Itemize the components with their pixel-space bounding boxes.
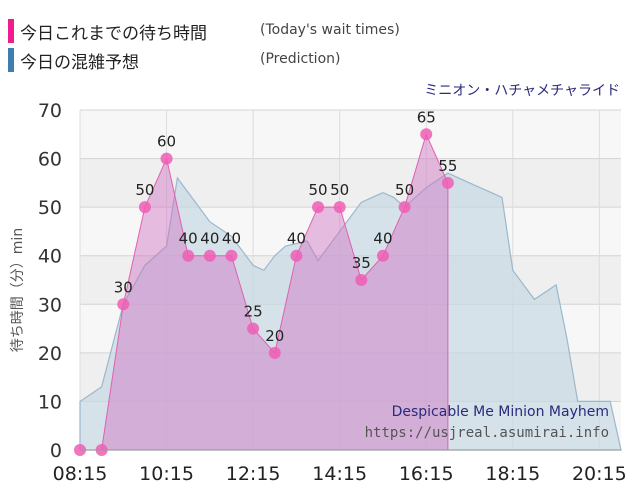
today-point [398,201,411,214]
today-point [117,298,130,311]
today-data-label: 40 [373,230,392,248]
legend-today: 今日これまでの待ち時間 [8,18,207,44]
today-data-label: 40 [222,230,241,248]
plot-band [80,110,621,159]
x-tick-label: 16:15 [399,463,454,485]
today-point [203,249,216,262]
today-data-label: 35 [352,254,371,272]
today-data-label: 50 [135,181,154,199]
today-data-label: 50 [330,181,349,199]
legend-prediction-label: 今日の混雑予想 [20,52,139,73]
today-point [290,249,303,262]
y-tick-label: 50 [38,197,62,219]
today-data-label: 65 [417,108,436,126]
today-data-label: 40 [179,230,198,248]
legend-prediction-note: (Prediction) [260,51,341,67]
today-data-label: 60 [157,133,176,151]
today-data-label: 20 [265,327,284,345]
y-tick-label: 60 [38,149,62,171]
today-data-label: 50 [308,181,327,199]
today-data-label: 30 [114,278,133,296]
y-tick-label: 10 [38,391,62,413]
today-point [420,128,433,141]
legend-prediction-swatch [8,48,14,72]
today-point [138,201,151,214]
today-point [182,249,195,262]
x-tick-label: 08:15 [53,463,108,485]
plot-band [80,158,621,208]
legend-today-label: 今日これまでの待ち時間 [20,23,207,44]
today-point [441,176,454,189]
today-point [312,201,325,214]
y-tick-label: 40 [38,246,62,268]
legend-today-swatch [8,19,14,43]
prediction-area [79,172,622,451]
x-tick-label: 18:15 [485,463,540,485]
today-point [268,346,281,359]
x-tick-label: 10:15 [139,463,194,485]
watermark-url: https://usjreal.asumirai.info [365,425,609,441]
today-point [333,201,346,214]
today-area [80,132,449,451]
y-tick-label: 20 [38,343,62,365]
today-point [376,249,389,262]
today-data-label: 25 [244,303,263,321]
today-point [355,274,368,286]
legend-prediction: 今日の混雑予想 [8,47,139,73]
today-point [247,322,260,335]
today-data-label: 40 [200,230,219,248]
x-tick-label: 12:15 [226,463,281,485]
legend-today-note: (Today's wait times) [260,22,400,38]
y-tick-label: 0 [50,440,62,462]
x-tick-label: 20:15 [572,463,627,485]
ride-name: ミニオン・ハチャメチャライド [424,83,620,99]
watermark-attraction: Despicable Me Minion Mayhem [392,404,609,420]
y-tick-label: 30 [38,294,62,316]
today-point [160,152,173,165]
today-point [225,249,238,262]
x-tick-label: 14:15 [312,463,367,485]
y-tick-label: 70 [38,100,62,122]
y-axis-label: 待ち時間（分）min [10,228,26,352]
today-data-label: 55 [438,157,457,175]
today-data-label: 50 [395,181,414,199]
today-data-label: 40 [287,230,306,248]
